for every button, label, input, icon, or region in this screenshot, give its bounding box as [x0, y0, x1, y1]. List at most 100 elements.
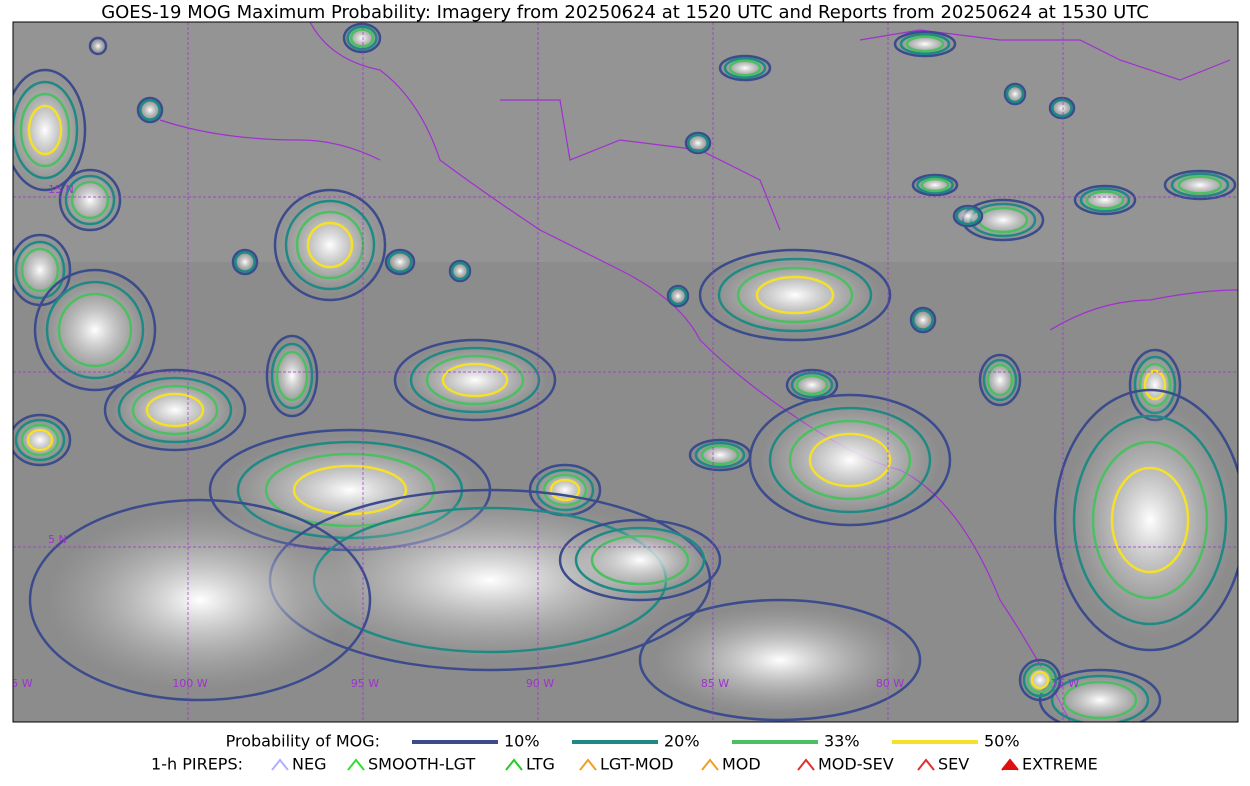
cloud-top: [47, 510, 353, 690]
probability-contour: [1062, 680, 1138, 720]
pirep-symbol: [505, 758, 523, 771]
probability-contour: [1048, 96, 1076, 120]
probability-contour: [292, 464, 408, 516]
probability-contour: [911, 173, 959, 197]
probability-contour: [1022, 662, 1058, 698]
probability-contour: [558, 518, 722, 602]
probability-contour: [13, 80, 79, 180]
cloud-top: [687, 134, 709, 152]
map-frame: [12, 21, 1239, 723]
legend-entry: 33%: [824, 732, 860, 751]
probability-contour: [26, 428, 54, 452]
probability-contour: [736, 266, 854, 324]
probability-contour: [905, 35, 945, 53]
probability-contour: [728, 59, 762, 77]
coastline: [159, 119, 381, 161]
legend-entry: LGT-MOD: [600, 755, 674, 774]
probability-contour: [1110, 466, 1190, 574]
probability-contour: [698, 248, 892, 342]
pirep-symbol: [701, 758, 719, 771]
probability-contour: [13, 413, 72, 467]
cloud-band: [13, 22, 1238, 262]
cloud-top: [955, 207, 981, 225]
probability-contour: [916, 175, 954, 195]
probability-contour: [1030, 670, 1050, 690]
probability-contour: [27, 104, 63, 156]
probability-contour: [64, 174, 116, 226]
probability-contour: [20, 247, 60, 293]
probability-contour: [700, 444, 740, 466]
probability-contour: [808, 432, 892, 488]
probability-contour: [13, 68, 87, 192]
probability-contour: [88, 36, 108, 56]
probability-contour: [284, 199, 376, 291]
cloud-top: [654, 606, 906, 714]
legend-entry: EXTREME: [1022, 755, 1098, 774]
probability-contour: [955, 206, 981, 226]
legend-entry: SMOOTH-LGT: [368, 755, 475, 774]
probability-contour: [20, 423, 60, 457]
probability-contour: [909, 306, 937, 334]
cloud-top: [41, 276, 149, 384]
lon-label: 75 W: [1051, 677, 1079, 690]
probability-contour: [265, 334, 319, 418]
probability-contour: [1005, 84, 1025, 104]
cloud-top: [112, 374, 238, 446]
legend-entry: NEG: [292, 755, 326, 774]
probability-contour: [409, 346, 541, 414]
cloud-top: [90, 38, 106, 54]
probability-contour: [231, 248, 259, 276]
probability-contour: [273, 188, 387, 302]
probability-contour: [687, 133, 709, 153]
cloud-top: [1051, 99, 1073, 117]
legend-entry: 20%: [664, 732, 700, 751]
probability-contour: [1051, 98, 1073, 118]
probability-contour: [978, 353, 1022, 407]
cloud-top: [669, 287, 687, 305]
pirep-symbol: [1001, 758, 1019, 771]
probability-contour: [28, 498, 372, 702]
probability-contour: [1085, 190, 1125, 210]
probability-contour: [590, 534, 690, 586]
probability-contour: [1177, 175, 1223, 195]
probability-contour: [103, 368, 247, 452]
legend-entry: MOD-SEV: [818, 755, 894, 774]
probability-contour: [549, 478, 581, 502]
cloud-top: [568, 524, 712, 596]
probability-contour: [986, 363, 1014, 397]
probability-contour: [982, 358, 1018, 402]
probability-contour: [688, 438, 752, 472]
cloud-top: [709, 254, 881, 336]
probability-contour: [893, 30, 957, 58]
cloud-top: [912, 309, 934, 331]
probability-contour: [795, 374, 829, 396]
probability-contour: [694, 441, 746, 469]
probability-contour: [387, 251, 413, 273]
probability-contour: [14, 418, 66, 462]
legend-entry: MOD: [722, 755, 761, 774]
lon-label: 90 W: [526, 677, 554, 690]
probability-contour: [912, 309, 934, 331]
probability-contour: [755, 275, 835, 315]
legend-entry: 10%: [504, 732, 540, 751]
coastlines: [159, 22, 1238, 722]
probability-contour: [441, 362, 509, 398]
probability-contour: [45, 280, 145, 380]
pirep-symbol: [579, 758, 597, 771]
cloud-top: [234, 251, 256, 273]
cloud-top: [451, 262, 469, 280]
probability-contour: [723, 57, 767, 79]
probability-contour: [58, 168, 122, 232]
pirep-symbol: [797, 758, 815, 771]
probability-contour: [1003, 82, 1027, 106]
pirep-symbol: [917, 758, 935, 771]
cloud-top: [1006, 85, 1024, 103]
probability-contour: [899, 33, 951, 55]
coastline: [309, 22, 1071, 722]
border: [500, 99, 781, 231]
probability-contour: [145, 392, 205, 428]
probability-contour: [638, 598, 922, 722]
cloud-top: [139, 99, 161, 121]
lat-label: 5 N: [48, 533, 67, 546]
probability-contour: [718, 54, 772, 82]
